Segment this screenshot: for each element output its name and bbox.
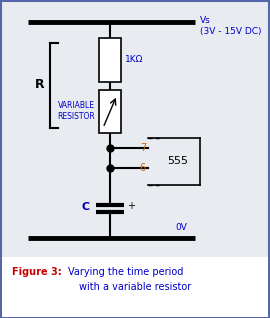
Text: Varying the time period: Varying the time period [68, 267, 183, 277]
Bar [99, 90, 121, 133]
Text: R: R [35, 79, 45, 92]
Bar [99, 38, 121, 82]
Text: VARIABLE
RESISTOR: VARIABLE RESISTOR [57, 100, 95, 121]
Text: 7: 7 [140, 143, 146, 153]
Text: C: C [82, 202, 90, 212]
Text: 0V: 0V [175, 223, 187, 232]
Text: with a variable resistor: with a variable resistor [79, 282, 191, 292]
Text: Figure 3:: Figure 3: [12, 267, 62, 277]
Text: 6: 6 [140, 163, 146, 173]
Text: 1KΩ: 1KΩ [125, 56, 143, 65]
Text: 555: 555 [167, 156, 188, 166]
Text: +: + [127, 201, 135, 211]
Bar [2, 257, 268, 317]
Text: Vs
(3V - 15V DC): Vs (3V - 15V DC) [200, 16, 262, 36]
